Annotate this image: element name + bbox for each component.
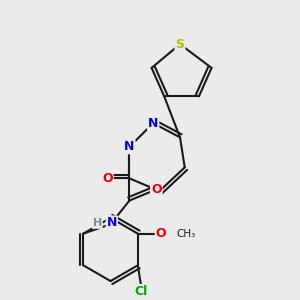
Text: O: O (102, 172, 113, 185)
Text: H: H (93, 218, 102, 228)
Text: S: S (176, 38, 184, 51)
Text: N: N (106, 216, 117, 230)
Text: O: O (151, 183, 162, 196)
Text: O: O (156, 227, 166, 240)
Text: N: N (124, 140, 135, 153)
Text: Cl: Cl (134, 285, 148, 298)
Text: N: N (148, 117, 158, 130)
Text: CH₃: CH₃ (177, 229, 196, 239)
